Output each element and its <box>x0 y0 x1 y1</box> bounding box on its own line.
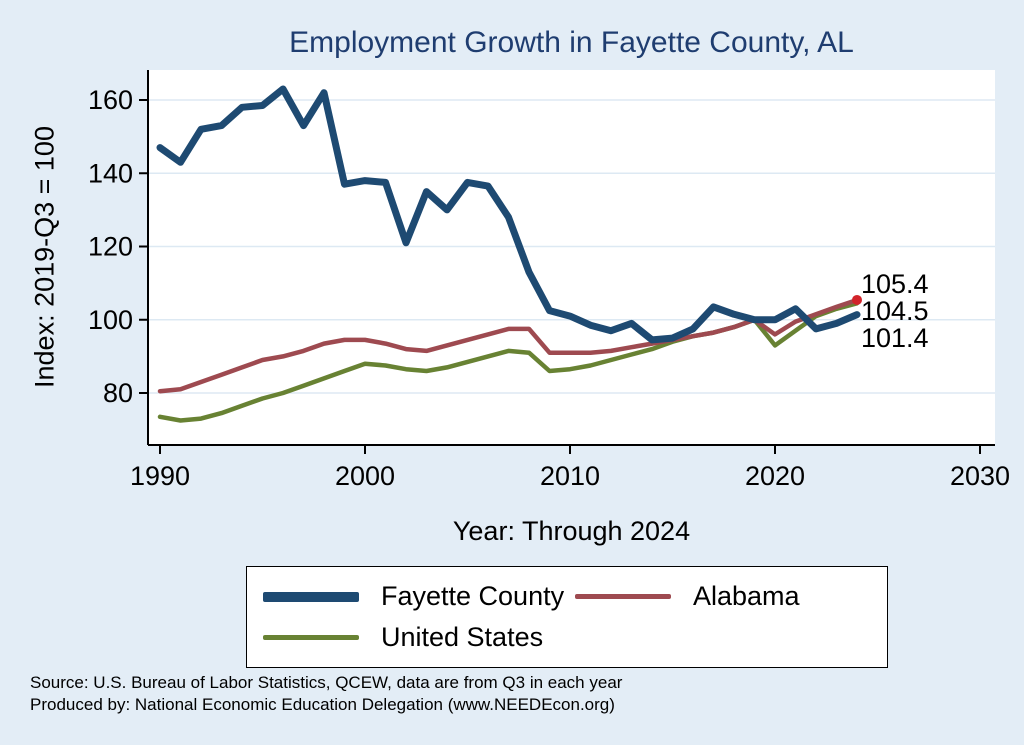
series-line-fayette-county <box>156 85 861 344</box>
x-axis-title: Year: Through 2024 <box>452 516 691 546</box>
x-tick-label-2000: 2000 <box>335 461 395 491</box>
end-marker-alabama <box>852 294 862 305</box>
y-tick-label-120: 120 <box>88 232 133 262</box>
x-tick-label-2020: 2020 <box>745 461 805 491</box>
legend-swatch-united-states <box>263 635 359 640</box>
series-line-alabama <box>157 297 860 394</box>
legend-label-united-states: United States <box>381 622 544 652</box>
chart-title: Employment Growth in Fayette County, AL <box>289 26 854 59</box>
y-tick-label-80: 80 <box>103 378 133 408</box>
legend-swatch-alabama <box>575 594 671 599</box>
legend-label-fayette-county: Fayette County <box>381 581 565 611</box>
legend-swatch-fayette-county <box>263 591 359 602</box>
source-line-2: Produced by: National Economic Education… <box>30 695 615 715</box>
source-line-1: Source: U.S. Bureau of Labor Statistics,… <box>30 673 623 692</box>
end-value-label-alabama: 105.4 <box>861 269 929 299</box>
legend-item-alabama: Alabama <box>575 581 887 612</box>
plot-background <box>148 70 995 445</box>
legend-item-united-states: United States <box>263 622 575 653</box>
x-tick-label-1990: 1990 <box>130 461 190 491</box>
legend-item-fayette-county: Fayette County <box>263 581 575 612</box>
source-note: Source: U.S. Bureau of Labor Statistics,… <box>30 672 622 717</box>
y-tick-label-160: 160 <box>88 85 133 115</box>
legend-label-alabama: Alabama <box>693 581 800 611</box>
legend: Fayette County Alabama United States <box>246 566 888 668</box>
y-tick-label-140: 140 <box>88 158 133 188</box>
y-tick-label-100: 100 <box>88 305 133 335</box>
x-tick-label-2030: 2030 <box>950 461 1010 491</box>
end-value-label-fayette-county: 101.4 <box>861 323 929 353</box>
x-tick-label-2010: 2010 <box>540 461 600 491</box>
end-value-label-united-states: 104.5 <box>861 296 929 326</box>
